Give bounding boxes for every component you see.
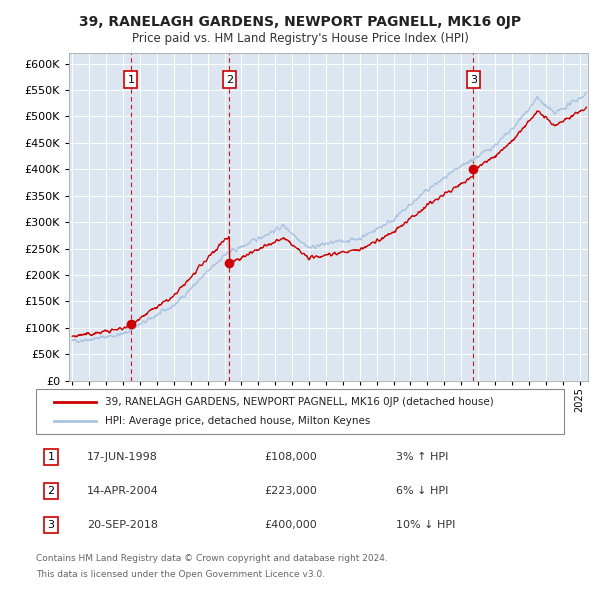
Text: 2: 2: [47, 486, 55, 496]
Text: 20-SEP-2018: 20-SEP-2018: [87, 520, 158, 530]
Text: 1: 1: [127, 74, 134, 84]
Text: 3: 3: [470, 74, 477, 84]
Text: 1: 1: [47, 452, 55, 461]
Text: 3% ↑ HPI: 3% ↑ HPI: [396, 452, 448, 461]
Text: 39, RANELAGH GARDENS, NEWPORT PAGNELL, MK16 0JP: 39, RANELAGH GARDENS, NEWPORT PAGNELL, M…: [79, 15, 521, 29]
Text: 6% ↓ HPI: 6% ↓ HPI: [396, 486, 448, 496]
Text: £223,000: £223,000: [264, 486, 317, 496]
Text: 17-JUN-1998: 17-JUN-1998: [87, 452, 158, 461]
Text: 2: 2: [226, 74, 233, 84]
Text: 39, RANELAGH GARDENS, NEWPORT PAGNELL, MK16 0JP (detached house): 39, RANELAGH GARDENS, NEWPORT PAGNELL, M…: [105, 397, 494, 407]
Text: 3: 3: [47, 520, 55, 530]
Text: £400,000: £400,000: [264, 520, 317, 530]
Text: 10% ↓ HPI: 10% ↓ HPI: [396, 520, 455, 530]
Text: Price paid vs. HM Land Registry's House Price Index (HPI): Price paid vs. HM Land Registry's House …: [131, 32, 469, 45]
Text: This data is licensed under the Open Government Licence v3.0.: This data is licensed under the Open Gov…: [36, 571, 325, 579]
Text: HPI: Average price, detached house, Milton Keynes: HPI: Average price, detached house, Milt…: [105, 417, 370, 426]
Text: Contains HM Land Registry data © Crown copyright and database right 2024.: Contains HM Land Registry data © Crown c…: [36, 555, 388, 563]
Text: 14-APR-2004: 14-APR-2004: [87, 486, 159, 496]
Text: £108,000: £108,000: [264, 452, 317, 461]
